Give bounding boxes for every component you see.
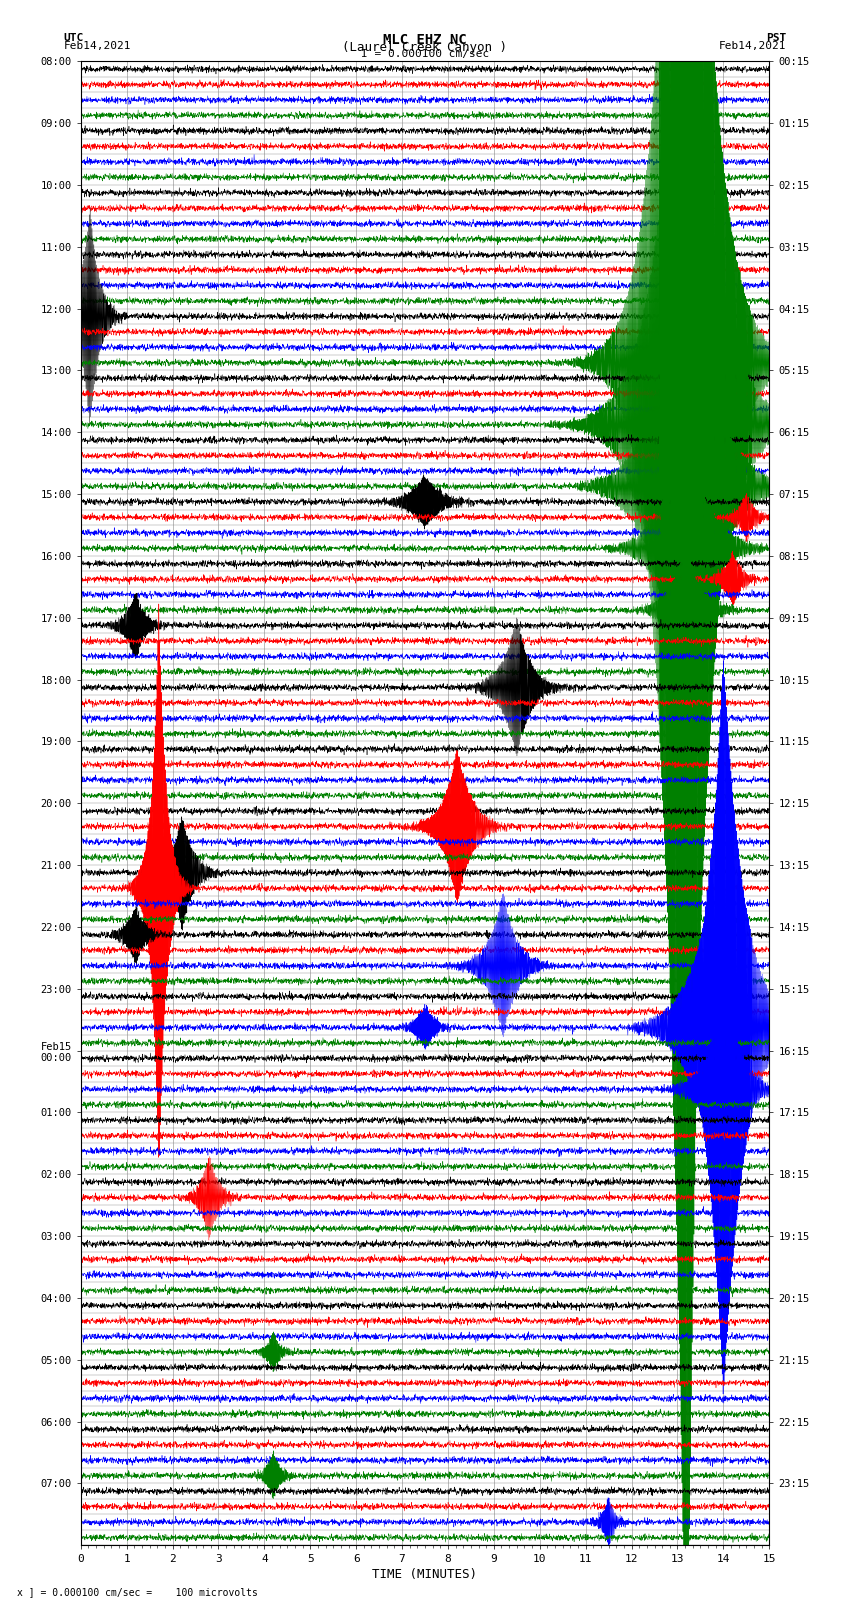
Text: (Laurel Creek Canyon ): (Laurel Creek Canyon ): [343, 40, 507, 55]
Text: UTC: UTC: [64, 32, 84, 44]
Text: I = 0.000100 cm/sec: I = 0.000100 cm/sec: [361, 50, 489, 60]
Text: x ] = 0.000100 cm/sec =    100 microvolts: x ] = 0.000100 cm/sec = 100 microvolts: [17, 1587, 258, 1597]
Text: MLC EHZ NC: MLC EHZ NC: [383, 32, 467, 47]
Text: PST: PST: [766, 32, 786, 44]
Text: Feb14,2021: Feb14,2021: [64, 40, 131, 52]
Text: Feb14,2021: Feb14,2021: [719, 40, 786, 52]
X-axis label: TIME (MINUTES): TIME (MINUTES): [372, 1568, 478, 1581]
